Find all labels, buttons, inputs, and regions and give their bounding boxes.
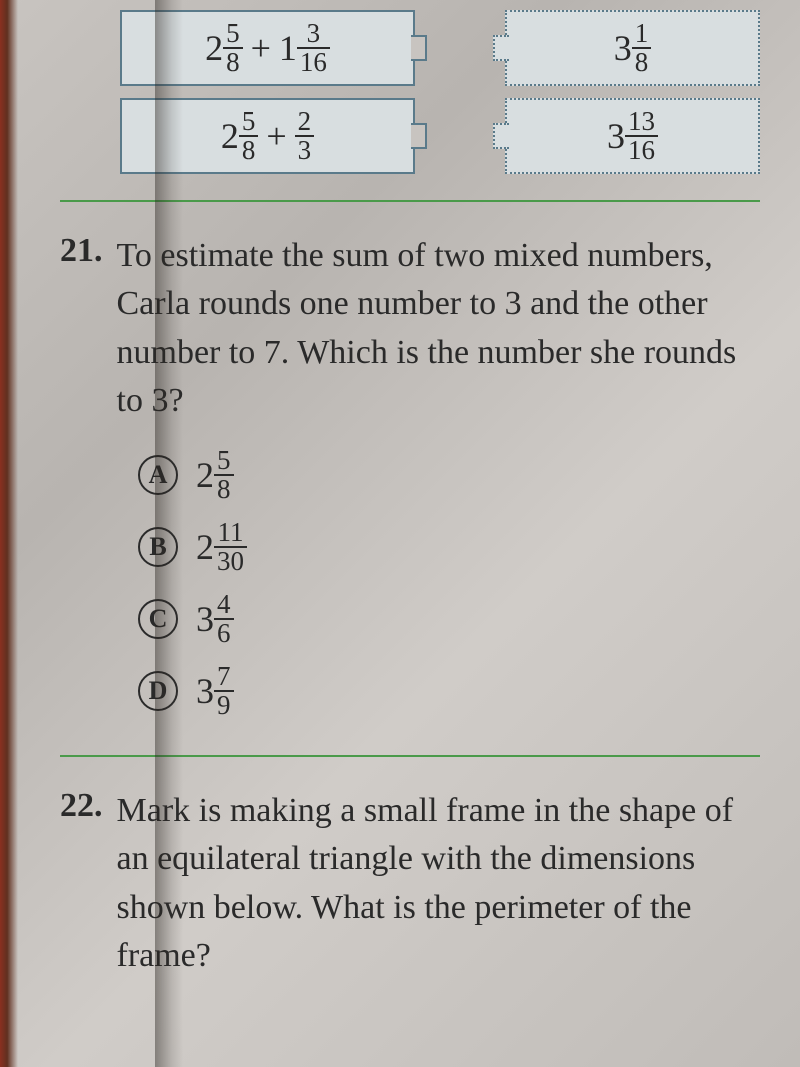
puzzle-piece-right: 31316 xyxy=(505,98,760,174)
puzzle-piece-left: 258 + 23 xyxy=(120,98,415,174)
fraction: 79 xyxy=(214,663,234,719)
fraction: 1316 xyxy=(625,108,658,164)
match-row: 258 + 23 31316 xyxy=(60,98,760,174)
choice-value: 346 xyxy=(196,591,234,647)
operator: + xyxy=(251,27,271,69)
problem-21: 21. To estimate the sum of two mixed num… xyxy=(60,232,760,425)
choice-letter: B xyxy=(138,527,178,567)
whole-number: 2 xyxy=(221,115,239,157)
fraction: 58 xyxy=(214,447,234,503)
choices-list: A 258 B 21130 C 346 D 379 xyxy=(138,447,760,719)
choice-value: 258 xyxy=(196,447,234,503)
whole-number: 3 xyxy=(614,27,632,69)
problem-number: 22. xyxy=(60,787,103,980)
problem-text: Mark is making a small frame in the shap… xyxy=(117,787,761,980)
fraction: 1130 xyxy=(214,519,247,575)
page-content: 258 + 1316 318 258 + 23 31316 21. To est… xyxy=(0,0,800,1022)
section-divider xyxy=(60,200,760,202)
section-divider xyxy=(60,755,760,757)
choice-value: 21130 xyxy=(196,519,247,575)
match-row: 258 + 1316 318 xyxy=(60,10,760,86)
whole-number: 3 xyxy=(607,115,625,157)
choice-d[interactable]: D 379 xyxy=(138,663,760,719)
problem-22: 22. Mark is making a small frame in the … xyxy=(60,787,760,980)
whole-number: 2 xyxy=(205,27,223,69)
problem-number: 21. xyxy=(60,232,103,425)
choice-c[interactable]: C 346 xyxy=(138,591,760,647)
choice-b[interactable]: B 21130 xyxy=(138,519,760,575)
choice-value: 379 xyxy=(196,663,234,719)
fraction: 58 xyxy=(223,20,243,76)
choice-letter: C xyxy=(138,599,178,639)
puzzle-piece-left: 258 + 1316 xyxy=(120,10,415,86)
fraction: 46 xyxy=(214,591,234,647)
choice-letter: A xyxy=(138,455,178,495)
operator: + xyxy=(266,115,286,157)
whole-number: 1 xyxy=(279,27,297,69)
puzzle-piece-right: 318 xyxy=(505,10,760,86)
fraction: 18 xyxy=(632,20,652,76)
fraction: 316 xyxy=(297,20,330,76)
problem-text: To estimate the sum of two mixed numbers… xyxy=(117,232,761,425)
fraction: 58 xyxy=(239,108,259,164)
choice-a[interactable]: A 258 xyxy=(138,447,760,503)
book-left-edge xyxy=(0,0,18,1067)
fraction: 23 xyxy=(295,108,315,164)
choice-letter: D xyxy=(138,671,178,711)
